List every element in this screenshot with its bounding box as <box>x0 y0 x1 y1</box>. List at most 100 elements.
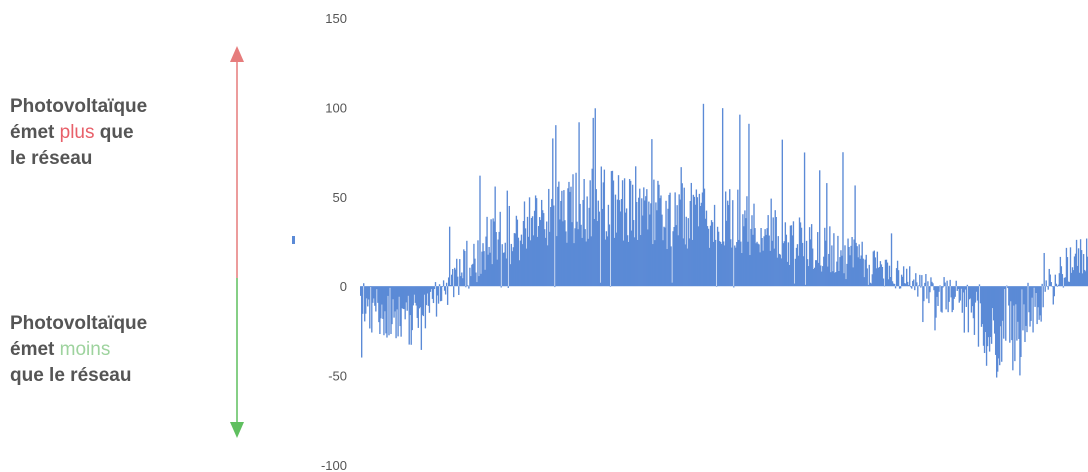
bar <box>921 275 923 287</box>
bar <box>914 286 916 291</box>
bar <box>421 286 424 315</box>
bar <box>612 180 615 287</box>
bar <box>935 286 937 318</box>
bar <box>1041 283 1043 287</box>
bar <box>883 285 886 287</box>
bar <box>412 286 414 306</box>
bar <box>705 210 708 287</box>
bar <box>373 286 375 299</box>
bar <box>841 255 843 287</box>
bar <box>749 255 751 287</box>
bar <box>574 228 576 287</box>
bar <box>694 204 697 287</box>
bar <box>453 286 455 298</box>
bar <box>444 286 447 295</box>
bar <box>498 231 500 287</box>
bar <box>425 286 428 306</box>
bar <box>751 215 753 287</box>
y-tick-label: 100 <box>325 100 347 115</box>
bar <box>1060 266 1063 287</box>
bar <box>712 241 715 287</box>
bar <box>773 248 775 287</box>
bar <box>902 266 905 287</box>
bar <box>786 261 789 287</box>
bar <box>672 231 674 287</box>
bar <box>838 271 840 287</box>
bar <box>1004 286 1006 289</box>
bar <box>376 286 378 290</box>
bar <box>585 241 587 287</box>
bar <box>819 170 821 287</box>
bar <box>684 244 686 287</box>
bar <box>880 264 883 287</box>
bar <box>857 257 859 287</box>
bar <box>870 283 872 287</box>
bar <box>521 244 524 287</box>
bar <box>707 228 710 287</box>
bar <box>810 224 813 287</box>
bar <box>411 286 413 331</box>
bar <box>488 246 490 287</box>
bar <box>785 234 788 287</box>
bar <box>1074 253 1077 287</box>
bar <box>1045 280 1047 287</box>
bar <box>401 286 403 309</box>
y-tick-label: 0 <box>340 279 347 294</box>
bar <box>716 226 719 287</box>
bar <box>1000 286 1002 327</box>
bar <box>655 202 657 287</box>
bar <box>546 221 548 287</box>
bar <box>1023 286 1025 305</box>
bar <box>918 285 920 287</box>
bar <box>858 244 860 287</box>
bar <box>875 268 878 287</box>
bar <box>623 178 626 287</box>
bar <box>676 205 678 287</box>
bar <box>756 241 758 287</box>
bar <box>456 258 458 287</box>
bar <box>836 261 838 287</box>
bar <box>362 286 364 314</box>
bar <box>604 239 607 287</box>
bar <box>571 222 573 287</box>
bar <box>937 286 939 306</box>
bar <box>660 195 662 287</box>
bar <box>715 286 718 287</box>
bar <box>765 234 767 287</box>
bar <box>600 166 602 287</box>
bar <box>473 243 475 287</box>
bar <box>719 242 722 287</box>
bar <box>793 283 796 287</box>
bar <box>832 271 834 287</box>
bar <box>443 286 446 291</box>
bar <box>397 286 399 337</box>
bar <box>553 205 555 287</box>
bar <box>861 241 863 287</box>
bar <box>589 180 591 287</box>
bar <box>986 286 989 347</box>
bar <box>416 286 418 318</box>
bar <box>1068 281 1071 287</box>
bar <box>674 192 676 287</box>
bar <box>449 285 452 287</box>
bar <box>644 200 646 287</box>
bar <box>789 225 792 287</box>
bar <box>533 210 536 287</box>
bar <box>476 282 478 287</box>
bar <box>988 286 991 352</box>
bar <box>917 286 919 297</box>
bar <box>466 240 468 287</box>
bar <box>813 267 816 287</box>
bar <box>872 251 874 287</box>
bar <box>631 184 634 287</box>
bar <box>752 234 754 287</box>
annotation-bottom-line1: Photovoltaïque <box>10 313 148 334</box>
bar <box>891 281 894 287</box>
bar <box>893 283 896 287</box>
bar <box>798 217 801 287</box>
bar <box>818 262 820 287</box>
bar <box>741 253 743 287</box>
bar <box>766 228 768 287</box>
bar <box>681 183 683 287</box>
bar <box>657 180 659 287</box>
